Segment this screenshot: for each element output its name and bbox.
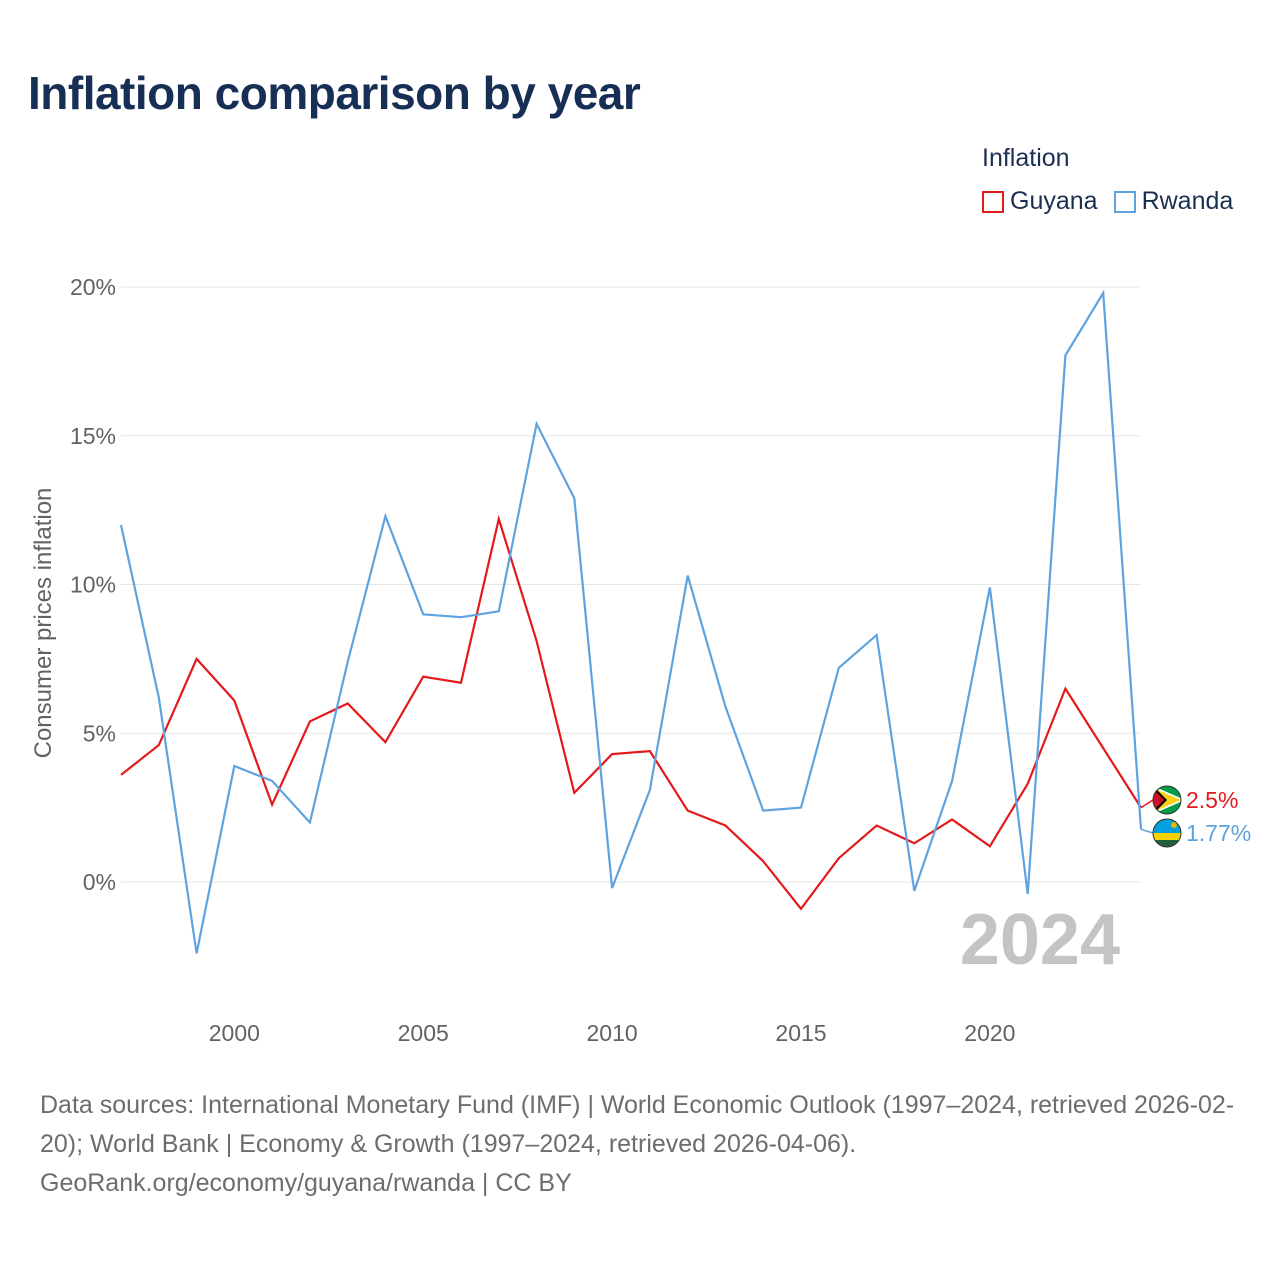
guyana-end-label: 2.5%	[1186, 787, 1238, 813]
x-tick-label: 2015	[775, 1020, 826, 1046]
y-axis-ticks: 0% 5% 10% 15% 20%	[70, 274, 116, 895]
x-tick-label: 2005	[398, 1020, 449, 1046]
sources-text: Data sources: International Monetary Fun…	[40, 1091, 1235, 1158]
grid-lines	[121, 286, 1141, 883]
rwanda-flag-icon	[1152, 818, 1182, 848]
x-tick-label: 2010	[587, 1020, 638, 1046]
legend: Inflation Guyana Rwanda	[982, 144, 1233, 216]
legend-item-guyana[interactable]: Guyana	[982, 187, 1098, 216]
legend-label-rwanda: Rwanda	[1141, 187, 1234, 215]
chart-title: Inflation comparison by year	[28, 67, 641, 119]
x-tick-label: 2020	[964, 1020, 1015, 1046]
x-axis-ticks: 2000 2005 2010 2015 2020	[209, 1020, 1016, 1046]
data-sources: Data sources: International Monetary Fun…	[40, 1086, 1250, 1203]
legend-title: Inflation	[982, 144, 1070, 172]
x-tick-label: 2000	[209, 1020, 260, 1046]
series-lines	[119, 289, 1143, 954]
y-tick-label: 5%	[83, 720, 116, 746]
y-tick-label: 15%	[70, 423, 116, 449]
legend-swatch-guyana	[982, 190, 1004, 213]
rwanda-end-label: 1.77%	[1186, 820, 1251, 846]
legend-item-rwanda[interactable]: Rwanda	[1113, 187, 1234, 216]
y-axis-label: Consumer prices inflation	[30, 488, 57, 759]
line-chart: 0% 5% 10% 15% 20% 2000 2005 2010 2015 2020 Consu…	[30, 274, 1251, 1046]
guyana-end-connector	[1140, 799, 1154, 809]
credit-link[interactable]: GeoRank.org/economy/guyana/rwanda | CC B…	[40, 1169, 572, 1197]
y-tick-label: 0%	[83, 869, 116, 895]
guyana-flag-icon	[1152, 785, 1182, 815]
y-tick-label: 20%	[70, 274, 116, 300]
series-line-guyana	[120, 514, 1142, 911]
rwanda-end-connector	[1140, 828, 1154, 834]
y-tick-label: 10%	[70, 572, 116, 598]
legend-swatch-rwanda	[1113, 190, 1136, 213]
series-line-rwanda	[119, 289, 1143, 954]
legend-label-guyana: Guyana	[1010, 187, 1098, 215]
year-watermark: 2024	[960, 900, 1120, 980]
